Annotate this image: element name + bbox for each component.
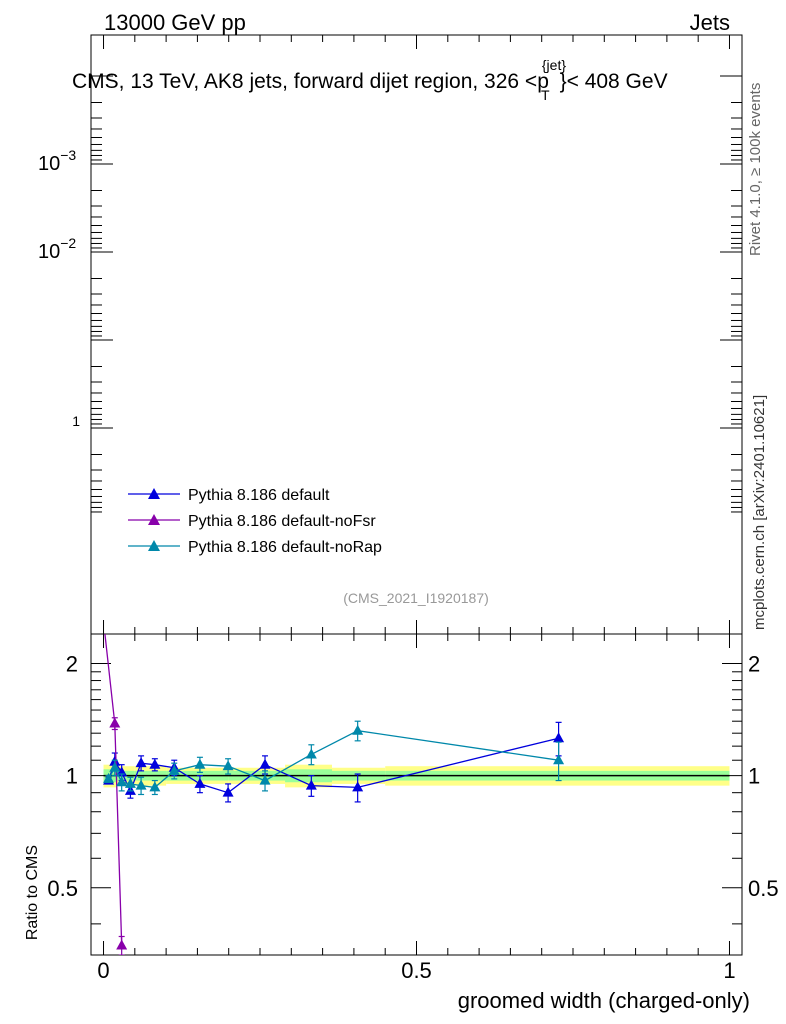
- analysis-watermark: (CMS_2021_I1920187): [343, 590, 489, 606]
- ratio-panel-frame: [90, 633, 743, 956]
- ratio-series: [103, 634, 565, 955]
- data-point-noRap: [116, 776, 128, 787]
- title-sup: {jet}: [542, 57, 566, 73]
- main-y-tick-label: 10−3: [38, 147, 76, 175]
- ratio-x-tick-label: 0.5: [401, 958, 432, 983]
- title-sub: T: [541, 87, 550, 103]
- data-point-noRap: [103, 772, 115, 783]
- data-point-noRap: [149, 781, 161, 792]
- legend-marker-noFsr: [148, 514, 160, 525]
- ratio-x-tick-label: 0: [97, 958, 109, 983]
- data-point-default: [194, 777, 206, 788]
- data-point-default: [135, 757, 147, 768]
- rivet-label: Rivet 4.1.0, ≥ 100k events: [747, 83, 764, 256]
- main-y-tick-label-base: 10: [38, 241, 60, 263]
- main-y-tick-label-exp: −3: [60, 147, 76, 163]
- series-noFsr: [104, 634, 128, 955]
- data-point-noRap: [305, 748, 317, 759]
- data-point-noRap: [222, 760, 234, 771]
- data-point-noFsr: [109, 717, 121, 728]
- data-point-noRap: [168, 764, 180, 775]
- header-left: 13000 GeV pp: [104, 10, 246, 35]
- main-y-tick-label-base: 10: [38, 153, 60, 175]
- data-point-default: [553, 732, 565, 743]
- ratio-x-tick-label: 1: [723, 958, 735, 983]
- legend-marker-noRap: [148, 540, 160, 551]
- ratio-y-tick-label-right: 2: [748, 651, 760, 676]
- data-point-default: [259, 758, 271, 769]
- main-y-tick-label-exp: −2: [60, 235, 76, 251]
- title-suffix: }< 408 GeV: [560, 70, 668, 93]
- mcplots-label: mcplots.cern.ch [arXiv:2401.10621]: [751, 395, 768, 630]
- ratio-y-tick-label: 2: [66, 651, 78, 676]
- main-y-tick-label: 1: [72, 413, 80, 429]
- ratio-y-tick-label-right: 0.5: [748, 876, 779, 901]
- data-point-default: [222, 786, 234, 797]
- data-point-noFsr: [116, 939, 128, 950]
- plot-title: CMS, 13 TeV, AK8 jets, forward dijet reg…: [72, 57, 668, 103]
- ratio-y-label: Ratio to CMS: [24, 845, 41, 940]
- ratio-y-tick-label: 1: [66, 764, 78, 789]
- legend: Pythia 8.186 default Pythia 8.186 default…: [128, 487, 382, 556]
- title-prefix: CMS, 13 TeV, AK8 jets, forward dijet reg…: [72, 70, 549, 93]
- data-point-noRap: [352, 724, 364, 735]
- data-point-noRap: [259, 774, 271, 785]
- x-axis-label: groomed width (charged-only): [458, 988, 750, 1013]
- data-point-default: [352, 781, 364, 792]
- legend-label-noFsr: Pythia 8.186 default-noFsr: [188, 513, 376, 530]
- data-point-noRap: [553, 754, 565, 765]
- series-default: [103, 721, 565, 803]
- data-point-noRap: [124, 777, 136, 788]
- main-x-ticks: [103, 35, 730, 634]
- main-y-tick-label: 10−2: [38, 235, 76, 263]
- ratio-y-tick-label: 0.5: [47, 876, 78, 901]
- legend-label-default: Pythia 8.186 default: [188, 487, 330, 504]
- series-noRap: [103, 720, 565, 796]
- ratio-axes: 0.5 0.5 1 1 2 2 0 0.5 1: [47, 634, 779, 983]
- data-point-noRap: [194, 758, 206, 769]
- legend-marker-default: [148, 488, 160, 499]
- header-right: Jets: [690, 10, 730, 35]
- data-point-noRap: [109, 761, 121, 772]
- legend-label-noRap: Pythia 8.186 default-noRap: [188, 539, 382, 556]
- data-point-noRap: [135, 779, 147, 790]
- ratio-y-tick-label-right: 1: [748, 764, 760, 789]
- main-y-axis: 110−210−3: [38, 75, 742, 513]
- data-point-default: [149, 758, 161, 769]
- data-point-default: [305, 779, 317, 790]
